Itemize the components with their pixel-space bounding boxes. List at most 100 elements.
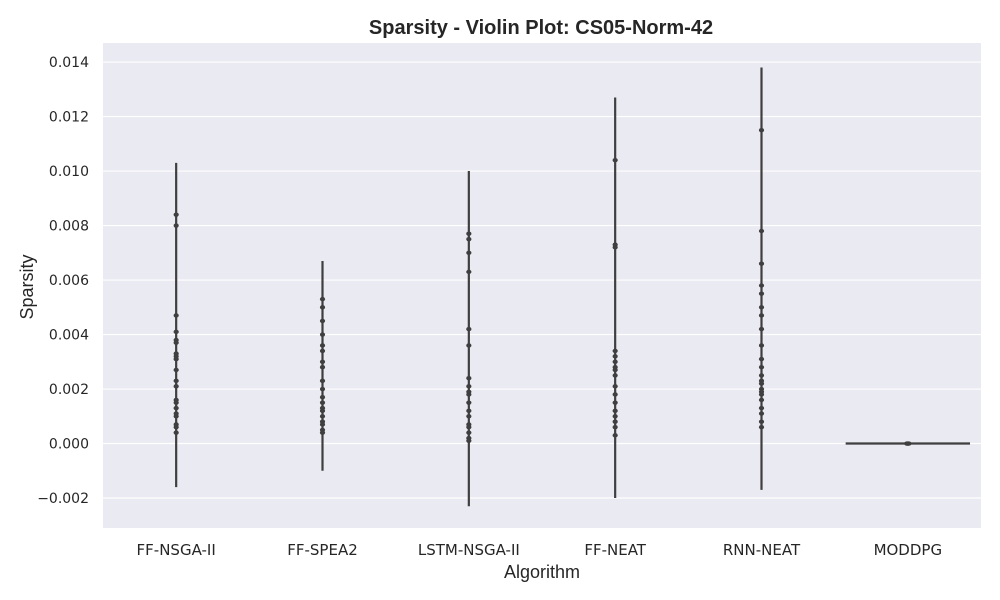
data-point xyxy=(612,424,618,430)
x-tick-label: FF-NEAT xyxy=(584,541,646,559)
data-point xyxy=(173,223,179,228)
data-point xyxy=(319,378,326,384)
data-point xyxy=(758,373,765,378)
data-point xyxy=(466,375,472,381)
y-tick-label: 0.000 xyxy=(49,437,89,453)
data-point xyxy=(466,236,472,242)
data-point xyxy=(173,400,179,405)
data-point xyxy=(466,250,472,256)
x-axis-ticks: FF-NSGA-II FF-SPEA2 LSTM-NSGA-II FF-NEAT RNN… xyxy=(137,541,943,559)
y-axis-label: Sparsity xyxy=(17,254,37,319)
violin-ff-nsga-ii xyxy=(173,162,179,488)
data-point xyxy=(319,359,326,364)
violin-rnn-neat xyxy=(758,67,765,490)
data-point xyxy=(319,414,326,419)
data-point xyxy=(905,441,912,446)
data-point xyxy=(466,392,472,397)
data-point xyxy=(758,356,765,362)
data-point xyxy=(319,365,326,370)
data-point xyxy=(758,424,765,430)
data-point xyxy=(612,419,618,424)
x-tick-label: FF-NSGA-II xyxy=(137,541,216,559)
data-point xyxy=(319,318,326,324)
data-point xyxy=(319,430,326,435)
data-point xyxy=(612,354,618,359)
data-point xyxy=(466,231,472,236)
x-tick-label: RNN-NEAT xyxy=(723,541,801,559)
x-tick-label: MODDPG xyxy=(874,541,943,559)
x-axis-label: Algorithm xyxy=(504,562,580,582)
x-tick-label: LSTM-NSGA-II xyxy=(418,541,520,559)
data-point xyxy=(758,127,765,133)
data-point xyxy=(612,408,618,414)
data-point xyxy=(612,384,618,389)
data-point xyxy=(612,392,618,397)
data-point xyxy=(173,329,179,335)
data-point xyxy=(319,395,326,400)
data-point xyxy=(466,438,472,444)
x-tick-label: FF-SPEA2 xyxy=(287,541,358,559)
y-tick-label: 0.012 xyxy=(49,110,89,126)
data-point xyxy=(466,424,472,430)
data-point xyxy=(173,340,179,345)
data-point xyxy=(612,157,618,163)
violin-ff-spea2 xyxy=(319,260,326,471)
violin-lstm-nsga-ii xyxy=(466,171,472,507)
data-point xyxy=(466,414,472,419)
data-point xyxy=(466,384,472,389)
y-tick-label: 0.004 xyxy=(49,328,89,344)
data-point xyxy=(612,359,618,364)
y-tick-label: −0.002 xyxy=(37,491,89,507)
data-point xyxy=(758,405,765,411)
data-point xyxy=(758,381,765,386)
data-point xyxy=(173,313,179,318)
data-point xyxy=(173,414,179,419)
data-point xyxy=(466,430,472,435)
chart-title: Sparsity - Violin Plot: CS05-Norm-42 xyxy=(369,17,713,39)
violin-ff-neat xyxy=(612,97,618,499)
data-point xyxy=(173,212,179,217)
data-point xyxy=(758,365,765,370)
data-point xyxy=(758,343,765,348)
data-point xyxy=(758,283,765,288)
data-point xyxy=(758,313,765,318)
data-point xyxy=(319,400,326,405)
data-point xyxy=(758,261,765,266)
data-point xyxy=(319,348,326,354)
data-point xyxy=(758,305,765,310)
data-point xyxy=(173,356,179,362)
y-axis-ticks: −0.002 0.000 0.002 0.004 0.006 0.008 0.010 0.01… xyxy=(37,55,89,507)
data-point xyxy=(173,424,179,430)
data-point xyxy=(758,419,765,424)
data-point xyxy=(612,400,618,405)
y-tick-label: 0.002 xyxy=(49,382,89,398)
data-point xyxy=(758,411,765,416)
data-point xyxy=(612,414,618,419)
data-point xyxy=(319,386,326,392)
data-point xyxy=(758,326,765,332)
data-point xyxy=(466,326,472,332)
data-point xyxy=(612,433,618,438)
data-point xyxy=(319,332,326,337)
data-point xyxy=(758,397,765,403)
plot-area xyxy=(103,43,981,528)
y-tick-label: 0.010 xyxy=(49,164,89,180)
data-point xyxy=(319,305,326,310)
data-point xyxy=(319,422,326,427)
data-point xyxy=(758,291,765,296)
y-tick-label: 0.008 xyxy=(49,219,89,235)
data-point xyxy=(173,384,179,389)
violins xyxy=(173,67,971,507)
data-point xyxy=(319,408,326,414)
data-point xyxy=(612,348,618,354)
grid-lines xyxy=(103,61,981,499)
y-tick-label: 0.006 xyxy=(49,273,89,289)
y-tick-label: 0.014 xyxy=(49,55,89,71)
data-point xyxy=(758,392,765,397)
data-point xyxy=(173,405,179,411)
data-point xyxy=(319,296,326,302)
data-point xyxy=(612,367,618,373)
data-point xyxy=(319,343,326,348)
data-point xyxy=(466,343,472,348)
